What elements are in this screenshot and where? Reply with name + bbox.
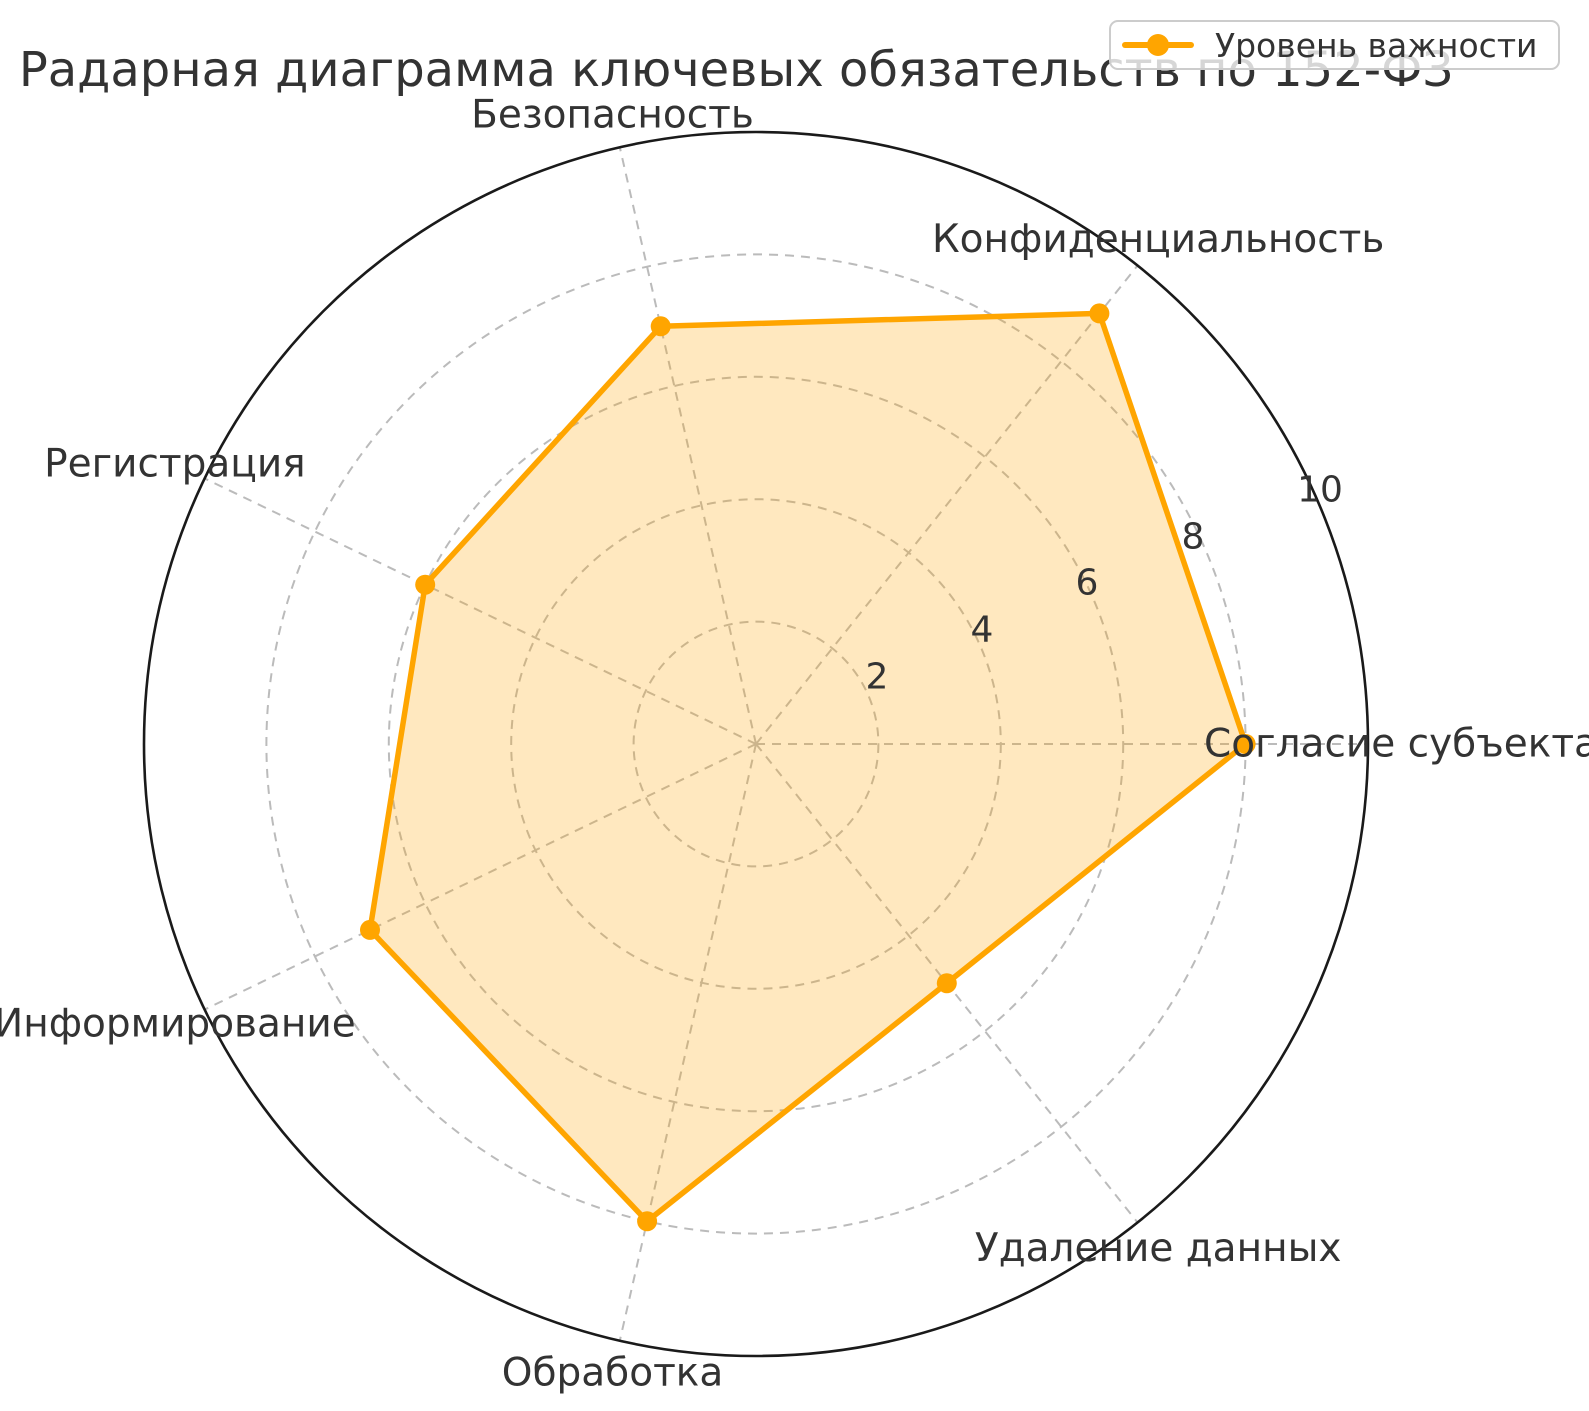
radar-grid-circle	[387, 375, 1125, 1113]
category-label: Удаление данных	[975, 1226, 1342, 1271]
category-label: Безопасность	[471, 93, 754, 138]
category-label: Информирование	[0, 1001, 356, 1046]
radar-series-line	[367, 310, 1249, 1225]
legend-series-line-icon	[1122, 34, 1194, 56]
legend-label: Уровень важности	[1215, 25, 1538, 65]
category-label: Регистрация	[44, 442, 306, 487]
legend-marker-dot	[1147, 34, 1169, 56]
legend: Уровень важности	[1109, 20, 1560, 70]
radar-vertex-marker	[650, 316, 671, 337]
radial-tick-label: 2	[866, 657, 889, 698]
radar-outer-ring	[142, 130, 1370, 1358]
radar-spoke	[204, 477, 757, 745]
radar-vertex-marker	[1089, 303, 1110, 324]
radar-vertex-marker	[360, 919, 380, 940]
radial-tick-label: 8	[1182, 517, 1205, 558]
radar-vertex-marker	[637, 1211, 658, 1232]
radial-tick-label: 4	[971, 610, 994, 651]
radar-spoke	[755, 264, 1139, 745]
radar-vertex-marker	[1235, 734, 1256, 754]
radial-tick-label: 6	[1076, 563, 1099, 604]
radar-series-fill	[370, 313, 1246, 1222]
radar-spoke	[618, 147, 757, 745]
radial-tick-label: 10	[1297, 470, 1343, 511]
radar-vertex-marker	[415, 574, 436, 595]
category-label: Согласие субъекта	[1204, 722, 1589, 767]
category-label: Обработка	[502, 1350, 724, 1395]
radar-vertex-marker	[936, 973, 957, 994]
radar-spoke	[618, 743, 757, 1341]
category-label: Конфиденциальность	[932, 217, 1384, 262]
radar-grid-circle	[632, 620, 880, 868]
radar-spoke	[204, 743, 757, 1011]
